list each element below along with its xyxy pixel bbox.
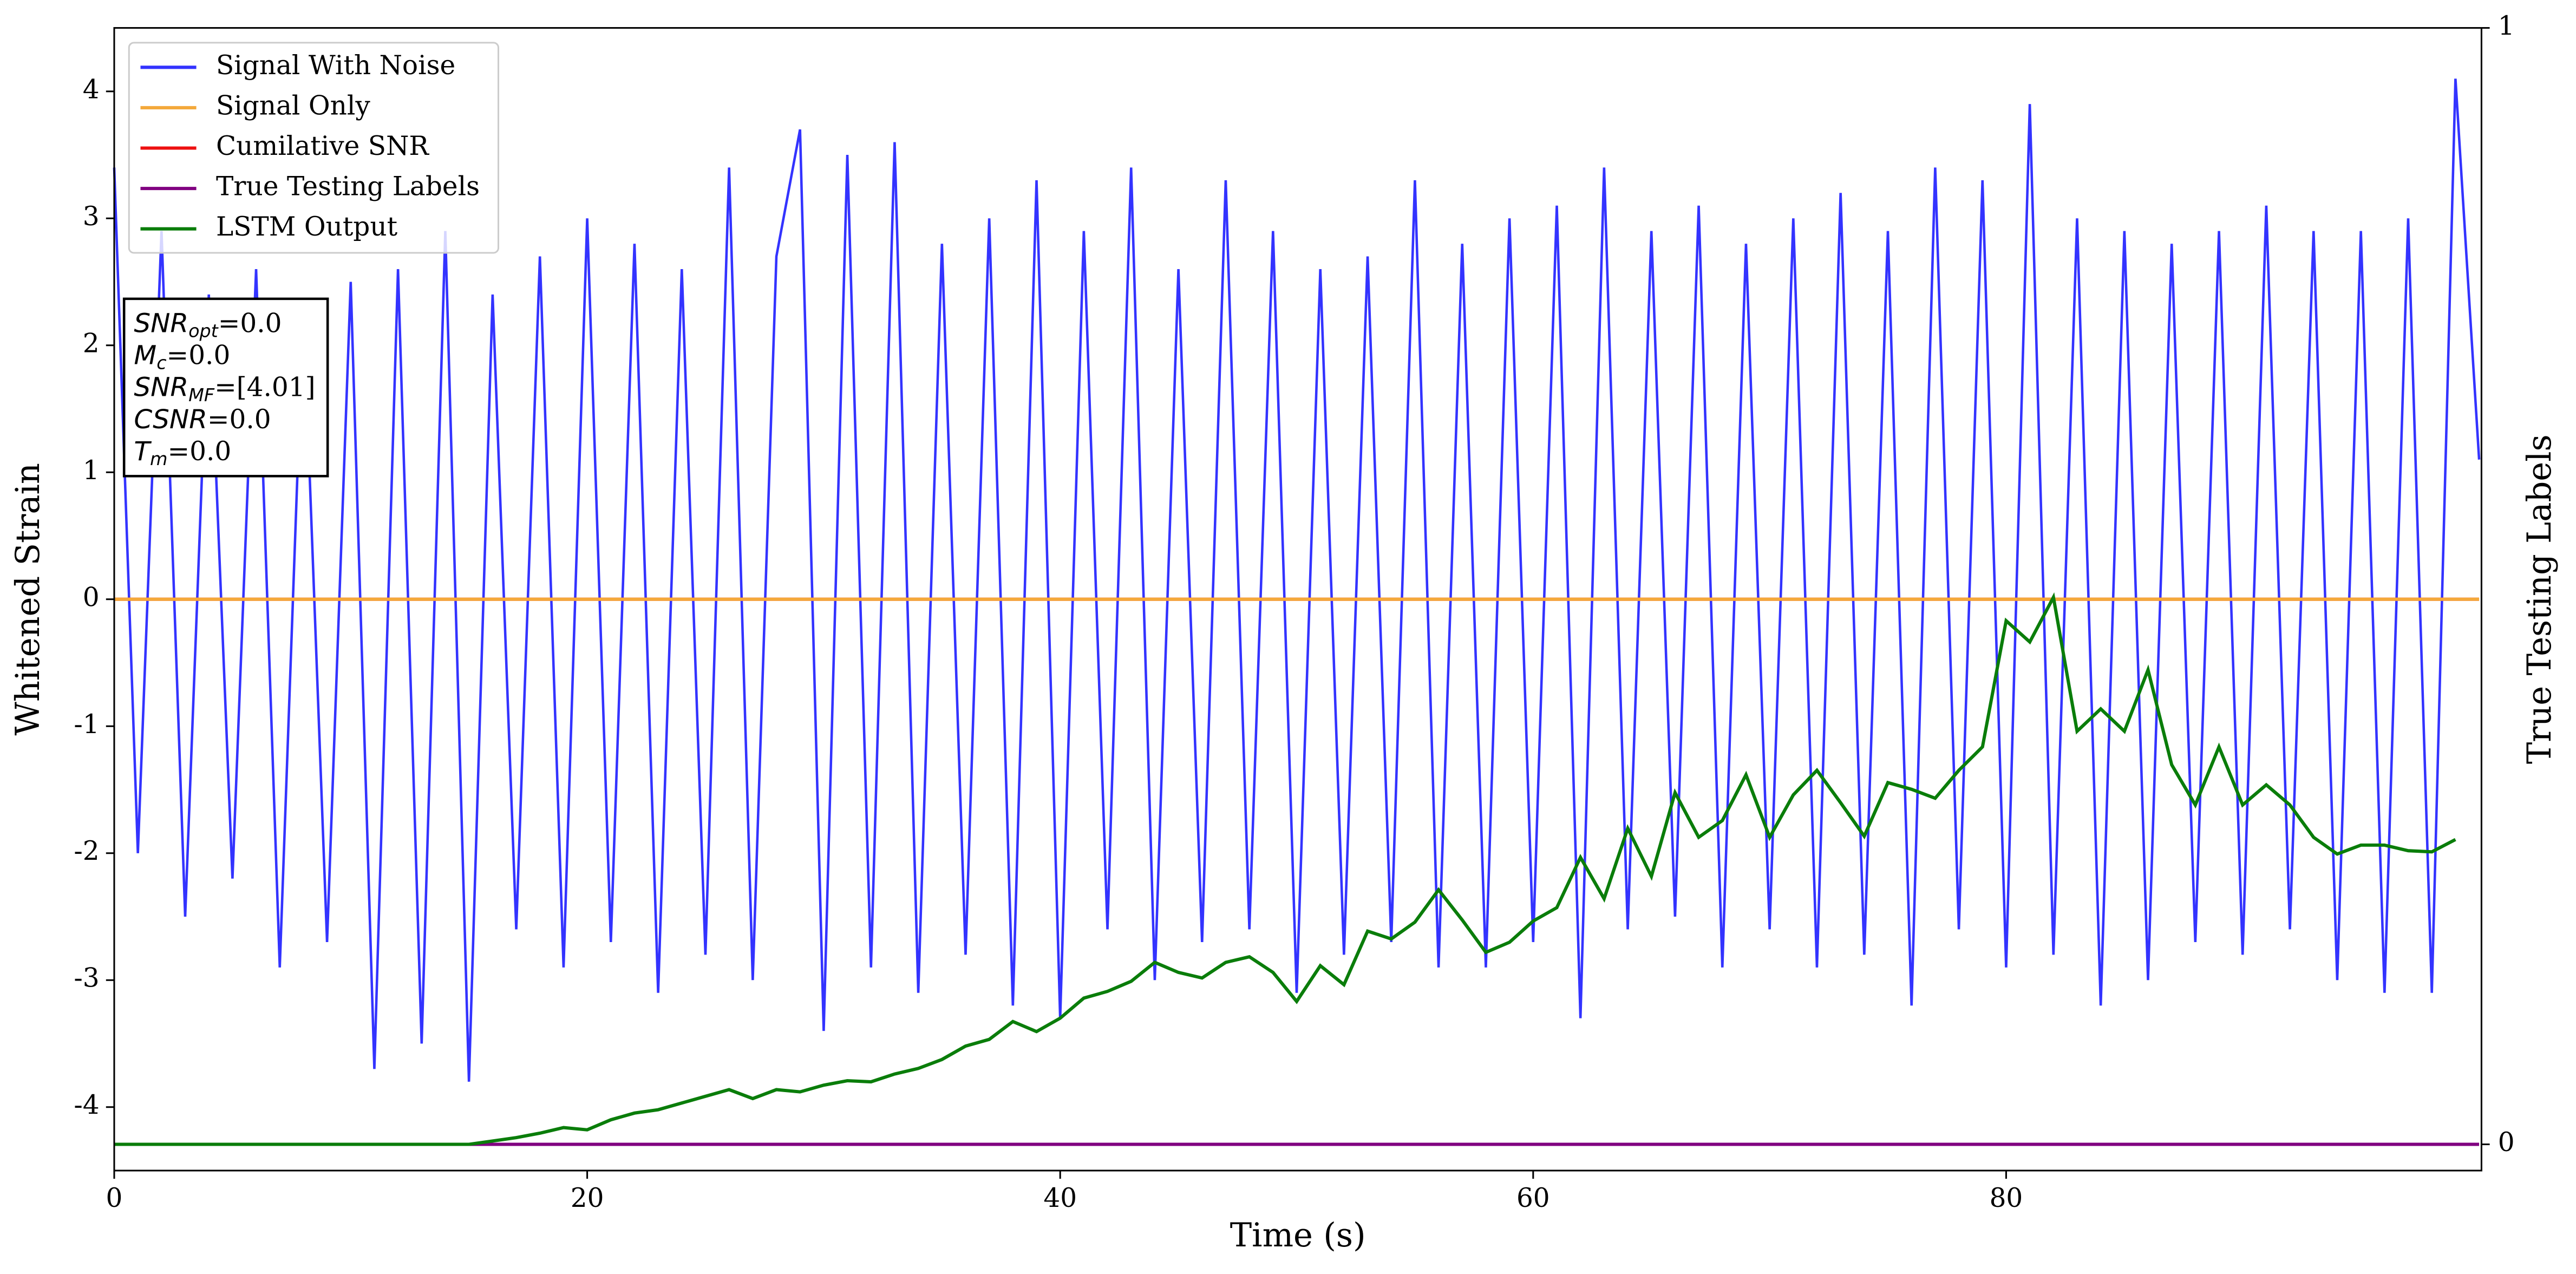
x-tick-label: 20	[571, 1183, 604, 1213]
y2-tick-label: 0	[2498, 1127, 2515, 1158]
annotation-text: =0.0	[207, 404, 271, 434]
y-tick-label: 4	[83, 74, 100, 104]
annotation-text: =0.0	[167, 436, 231, 466]
series-line	[114, 592, 2456, 1146]
legend-label: Signal Only	[216, 90, 370, 121]
y-tick-label: -4	[74, 1090, 99, 1120]
annotation-text: =0.0	[167, 340, 231, 370]
x-axis-label: Time (s)	[1230, 1217, 1366, 1255]
y-tick-label: -3	[74, 963, 99, 994]
legend-label: LSTM Output	[216, 212, 398, 242]
annotation-sub: opt	[188, 320, 219, 341]
annotation-line: SNRopt=0.0	[134, 308, 282, 341]
annotation-line: Tm=0.0	[134, 436, 231, 469]
y-tick-label: 0	[83, 582, 100, 612]
annotation-base: SNR	[134, 373, 188, 403]
legend-label: Signal With Noise	[216, 50, 455, 81]
y-tick-label: 2	[83, 328, 100, 358]
y-tick-label: -1	[74, 709, 99, 740]
y-tick-label: 1	[83, 455, 100, 486]
annotation: SNRopt=0.0Mc=0.0SNRMF=[4.01]CSNR=0.0Tm=0…	[122, 297, 329, 478]
legend-box	[128, 42, 500, 254]
legend-label: True Testing Labels	[216, 172, 480, 202]
annotation-base: CSNR	[134, 404, 207, 435]
annotation-sub: MF	[188, 384, 215, 405]
y2-tick-label: 1	[2498, 11, 2515, 41]
annotation-sub: c	[156, 352, 166, 373]
x-tick-label: 80	[1990, 1183, 2023, 1213]
annotation-line: SNRMF=[4.01]	[134, 372, 315, 405]
y2-axis-label: True Testing Labels	[2521, 434, 2559, 764]
y-axis-label: Whitened Strain	[9, 463, 47, 735]
legend: Signal With Noise Signal Only Cumilative S…	[128, 42, 500, 254]
x-tick-label: 0	[106, 1183, 123, 1213]
annotation-base: T	[134, 436, 152, 467]
x-tick-label: 60	[1516, 1183, 1550, 1213]
y-tick-label: -2	[74, 836, 99, 866]
plot-frame	[113, 27, 2482, 1172]
annotation-line: CSNR=0.0	[134, 404, 271, 435]
series-line	[113, 79, 2481, 1082]
annotation-sub: m	[150, 448, 167, 469]
annotation-text: =0.0	[218, 308, 282, 338]
annotation-box	[122, 297, 329, 478]
legend-label: Cumilative SNR	[216, 131, 429, 161]
annotation-base: SNR	[134, 308, 188, 338]
annotation-text: =[4.01]	[214, 372, 315, 402]
annotation-base: M	[134, 341, 156, 371]
y-tick-label: 3	[83, 201, 100, 232]
annotation-line: Mc=0.0	[134, 340, 230, 373]
x-tick-label: 40	[1043, 1183, 1077, 1213]
